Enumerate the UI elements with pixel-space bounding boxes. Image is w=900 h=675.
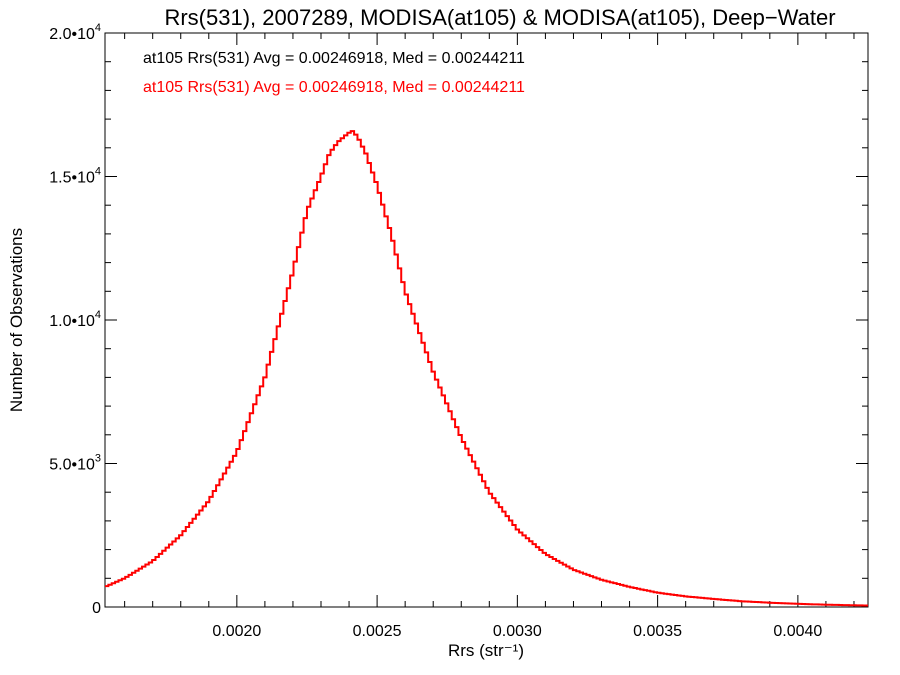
y-tick-exponent: 4	[95, 309, 101, 321]
y-axis-ticks: 0 5.0•103 1.0•104 1.5•104 2.0•104	[49, 22, 868, 617]
plot-area	[104, 32, 869, 608]
x-tick-label: 0.0030	[493, 623, 542, 640]
x-tick-label: 0.0025	[353, 623, 402, 640]
x-axis-ticks: 0.0020 0.0025 0.0030 0.0035 0.0040	[124, 33, 855, 640]
y-tick-exponent: 4	[95, 166, 101, 178]
x-tick-label: 0.0040	[773, 623, 822, 640]
x-axis-label: Rrs (str⁻¹)	[448, 641, 524, 660]
y-tick-label: 5.0•103	[49, 453, 101, 474]
series-line	[105, 130, 868, 607]
legend: at105 Rrs(531) Avg = 0.00246918, Med = 0…	[143, 50, 525, 96]
y-tick-label: 0	[92, 600, 101, 617]
y-tick-exponent: 4	[95, 22, 101, 34]
y-tick-label: 2.0•104	[49, 22, 101, 43]
y-tick-label: 1.5•104	[49, 166, 101, 187]
legend-entry: at105 Rrs(531) Avg = 0.00246918, Med = 0…	[143, 50, 525, 67]
y-tick-label: 1.0•104	[49, 309, 101, 330]
y-tick-exponent: 3	[95, 453, 101, 465]
y-axis-label: Number of Observations	[7, 228, 26, 412]
x-tick-label: 0.0035	[633, 623, 682, 640]
chart-title: Rrs(531), 2007289, MODISA(at105) & MODIS…	[164, 5, 835, 30]
legend-entry: at105 Rrs(531) Avg = 0.00246918, Med = 0…	[143, 79, 525, 96]
x-tick-label: 0.0020	[212, 623, 261, 640]
